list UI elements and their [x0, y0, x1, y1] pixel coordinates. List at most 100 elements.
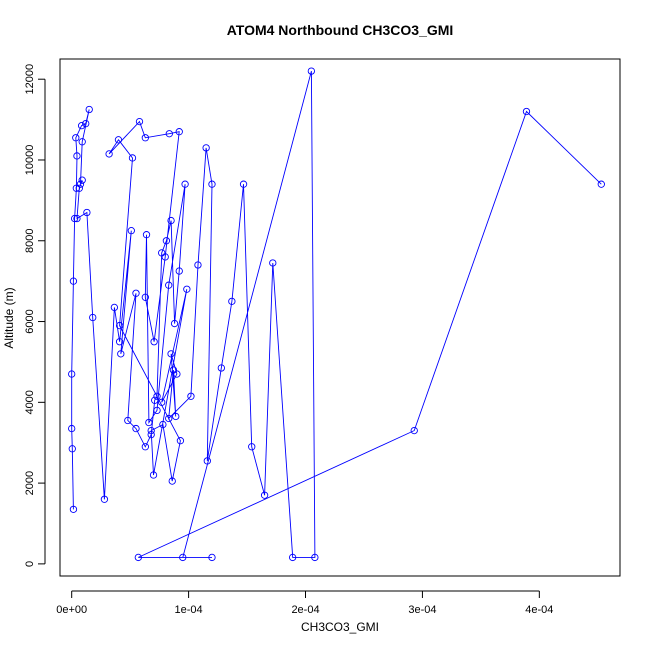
x-axis-label: CH3CO3_GMI [301, 620, 379, 634]
data-point [73, 152, 81, 160]
data-point [132, 289, 140, 297]
x-axis: 0e+00 1e-04 2e-04 3e-04 4e-04 [56, 590, 553, 616]
data-point [162, 237, 171, 245]
data-point [85, 105, 93, 114]
data-point [175, 267, 183, 275]
data-point [77, 121, 86, 130]
data-point [194, 261, 202, 269]
data-point [114, 136, 123, 144]
data-point [228, 297, 236, 305]
data-point [89, 313, 97, 322]
data-point [132, 424, 140, 433]
data-point [75, 184, 83, 192]
data-point [176, 437, 185, 445]
data-point [149, 471, 158, 479]
data-point [141, 443, 149, 451]
data-point [124, 416, 132, 425]
data-point [147, 426, 155, 435]
data-point [141, 134, 149, 142]
data-point [169, 366, 178, 374]
y-tick-label: 0 [24, 561, 36, 567]
data-point [128, 154, 137, 162]
data-point [168, 477, 176, 485]
y-tick-label: 10000 [24, 145, 36, 176]
data-point [150, 338, 158, 346]
plot-area-frame [59, 58, 621, 577]
data-point [203, 457, 211, 465]
data-point [153, 392, 161, 400]
data-point [165, 130, 173, 138]
data-point [151, 396, 159, 404]
x-tick-label: 0e+00 [56, 604, 87, 616]
data-point [153, 406, 161, 415]
data-point [597, 180, 605, 188]
data-point [117, 350, 125, 358]
data-point [208, 180, 216, 188]
data-point [260, 491, 269, 499]
data-point [145, 418, 153, 427]
data-point [167, 350, 175, 358]
y-axis-label: Altitude (m) [2, 287, 16, 348]
data-point [269, 259, 277, 267]
series-layer [68, 67, 605, 562]
x-tick-label: 2e-04 [291, 604, 319, 616]
data-point [100, 495, 109, 503]
data-point [82, 119, 90, 128]
y-tick-label: 8000 [24, 229, 36, 253]
data-point [165, 281, 173, 289]
data-point [307, 67, 316, 75]
data-point [69, 277, 78, 285]
series-line [71, 70, 602, 558]
data-point [181, 180, 189, 188]
data-point [289, 553, 297, 562]
x-tick-label: 3e-04 [408, 604, 436, 616]
data-point [165, 414, 173, 423]
data-point [172, 412, 180, 421]
data-point [68, 445, 76, 453]
data-point [72, 134, 80, 142]
x-tick-label: 4e-04 [525, 604, 553, 616]
y-tick-label: 12000 [24, 64, 36, 95]
data-point [78, 138, 86, 146]
y-tick-label: 4000 [24, 390, 36, 414]
data-point [239, 180, 248, 188]
data-point [522, 107, 531, 116]
data-point [73, 214, 81, 223]
data-point [115, 321, 124, 330]
data-point [208, 553, 216, 562]
data-point [202, 144, 210, 152]
data-point [134, 553, 142, 562]
data-point [69, 505, 78, 514]
data-point [248, 443, 256, 451]
data-point [159, 420, 167, 429]
data-point [78, 176, 86, 184]
data-point [147, 430, 155, 439]
data-point [105, 150, 113, 158]
y-tick-label: 6000 [24, 309, 36, 333]
data-point [83, 208, 91, 217]
data-point [175, 128, 183, 136]
data-point [72, 184, 81, 192]
data-point [76, 180, 85, 188]
chart-title: ATOM4 Northbound CH3CO3_GMI [227, 22, 454, 38]
data-point [68, 370, 76, 378]
data-point [68, 424, 76, 433]
y-axis: 0 2000 4000 6000 8000 10000 12000 [24, 64, 46, 567]
data-point [167, 216, 175, 225]
data-point [170, 319, 179, 328]
data-point [142, 231, 151, 239]
data-point [410, 426, 418, 435]
data-point [141, 293, 149, 301]
data-point [115, 338, 124, 346]
data-point [187, 392, 195, 400]
data-point [179, 553, 187, 562]
data-point [127, 227, 135, 235]
y-tick-label: 2000 [24, 471, 36, 495]
data-point [110, 303, 119, 312]
data-point [158, 398, 166, 406]
data-point [217, 364, 225, 372]
data-point [183, 285, 191, 293]
data-point [135, 117, 144, 126]
data-point [70, 214, 79, 223]
